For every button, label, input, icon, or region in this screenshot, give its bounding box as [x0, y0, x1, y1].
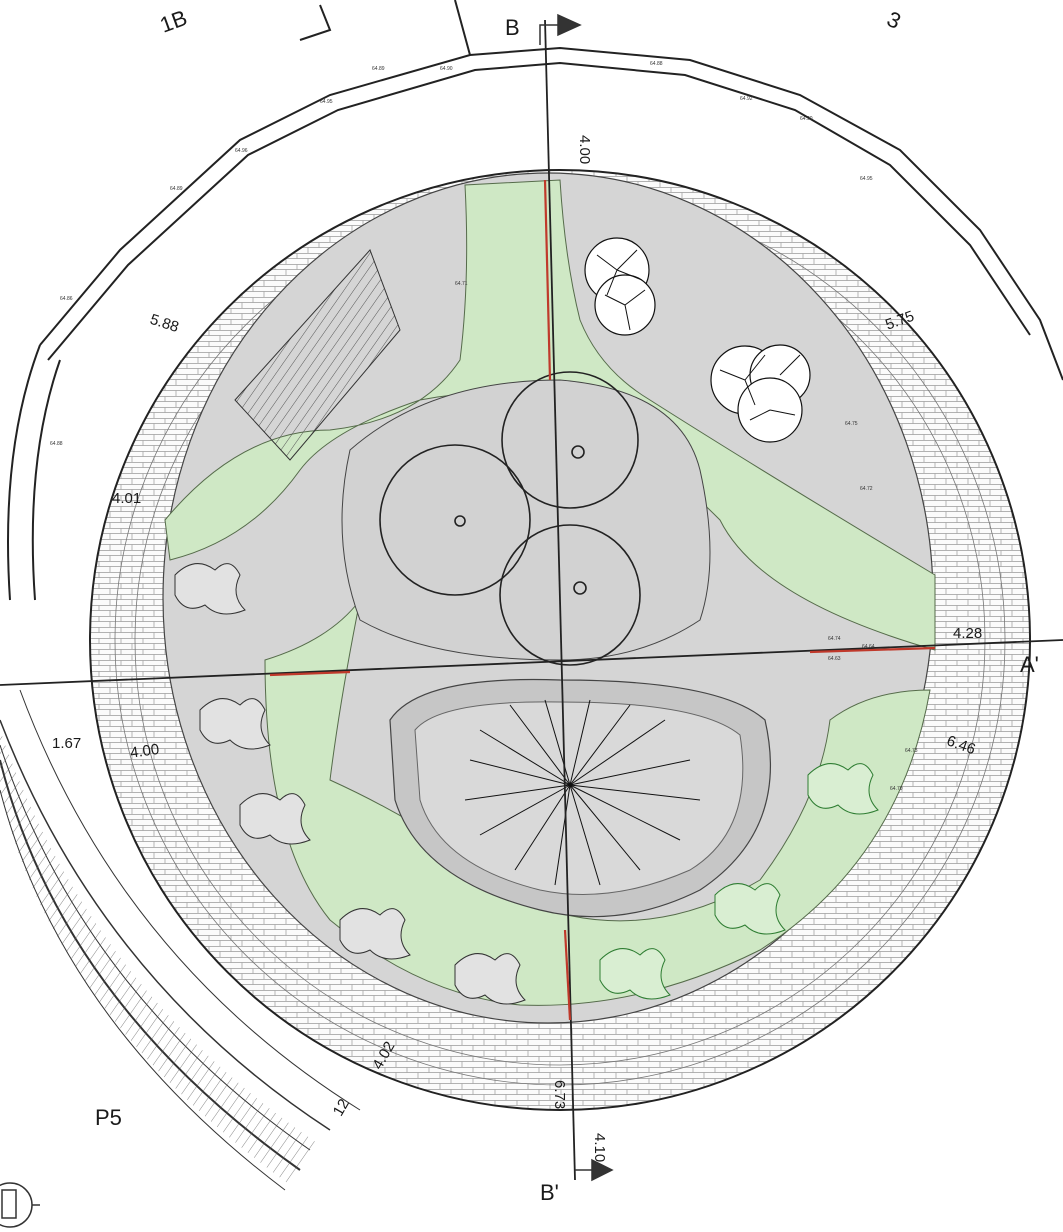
- outer-curb: [39, 0, 1063, 381]
- dim-4-28: 4.28: [953, 625, 982, 642]
- svg-text:64.72: 64.72: [860, 486, 873, 492]
- svg-text:64.92: 64.92: [740, 96, 753, 102]
- svg-text:64.70: 64.70: [890, 786, 903, 792]
- svg-text:64.95: 64.95: [860, 176, 873, 182]
- svg-text:64.89: 64.89: [372, 66, 385, 72]
- bench-hatch: [234, 249, 401, 461]
- dim-6-73: 6.73: [551, 1080, 568, 1109]
- level-markers: 64.89 64.90 64.95 64.96 64.89 64.88 64.9…: [50, 61, 918, 792]
- dim-1-67: 1.67: [52, 735, 81, 752]
- svg-text:64.90: 64.90: [800, 116, 813, 122]
- shrub-symbol-green: [599, 763, 879, 1000]
- dim-4-10: 4.10: [591, 1133, 608, 1162]
- dim-4-00-left: 4.00: [129, 741, 160, 762]
- svg-text:64.73: 64.73: [905, 748, 918, 754]
- svg-text:64.71: 64.71: [455, 281, 468, 287]
- shrub-symbol-icon: [174, 563, 526, 1005]
- canopy-circles: [379, 371, 641, 666]
- svg-text:64.96: 64.96: [235, 148, 248, 154]
- svg-text:64.95: 64.95: [320, 99, 333, 105]
- central-lobe: [341, 379, 711, 661]
- svg-text:64.88: 64.88: [650, 61, 663, 67]
- svg-text:64.63: 64.63: [828, 656, 841, 662]
- section-lines: [0, 19, 1063, 1181]
- radial-lines: [464, 699, 701, 886]
- svg-text:64.75: 64.75: [845, 421, 858, 427]
- north-arrow-icon: [0, 1182, 40, 1228]
- svg-text:64.64: 64.64: [862, 644, 875, 650]
- stair-hatch-band: [0, 730, 320, 1185]
- svg-text:64.88: 64.88: [50, 441, 63, 447]
- seating-oval: [389, 678, 771, 918]
- tree-branches: [596, 249, 801, 421]
- svg-text:64.86: 64.86: [60, 296, 73, 302]
- zone-label-p5: P5: [95, 1105, 122, 1130]
- section-marks: B B' A': [505, 15, 1039, 1205]
- dim-4-00-top: 4.00: [576, 135, 593, 164]
- section-mark-b: B: [505, 15, 520, 40]
- svg-text:64.74: 64.74: [828, 636, 841, 642]
- section-arrow-icon: [539, 13, 614, 1182]
- section-mark-a-prime: A': [1020, 652, 1039, 677]
- dim-4-01: 4.01: [112, 490, 141, 507]
- dim-12: 12: [330, 1096, 353, 1119]
- left-arc-edge: [7, 344, 61, 601]
- svg-text:64.90: 64.90: [440, 66, 453, 72]
- section-mark-b-prime: B': [540, 1180, 559, 1205]
- svg-text:64.89: 64.89: [170, 186, 183, 192]
